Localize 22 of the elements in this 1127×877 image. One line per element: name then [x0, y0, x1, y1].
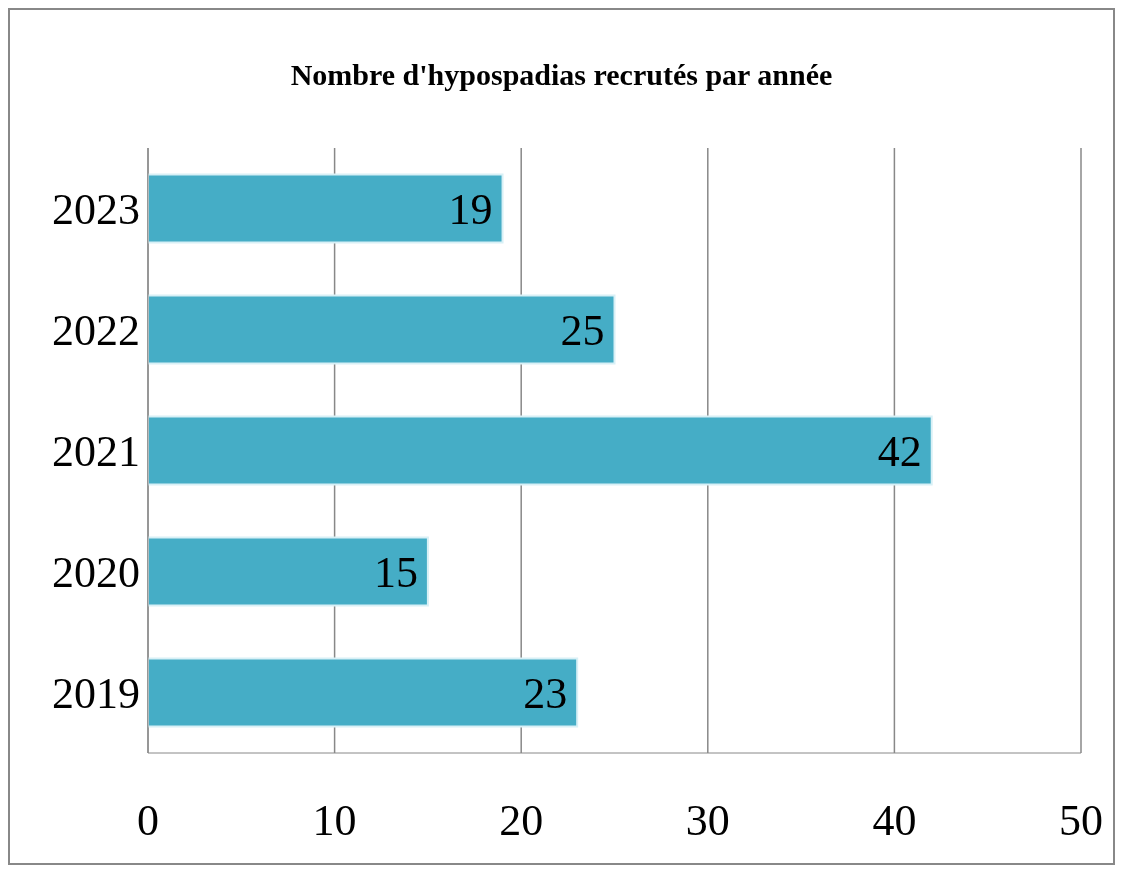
y-tick-label: 2021: [52, 427, 140, 477]
bar: [148, 173, 504, 244]
data-label: 25: [560, 306, 605, 356]
y-tick-label: 2023: [52, 185, 140, 235]
x-tick-label: 40: [872, 796, 917, 846]
bar: [148, 294, 616, 365]
x-tick-label: 20: [499, 796, 544, 846]
data-label: 15: [373, 548, 418, 598]
y-tick-label: 2019: [52, 669, 140, 719]
y-tick-label: 2020: [52, 548, 140, 598]
x-tick-label: 30: [685, 796, 730, 846]
bar: [148, 536, 429, 607]
x-tick-label: 50: [1059, 796, 1103, 846]
y-tick-label: 2022: [52, 306, 140, 356]
data-label: 42: [877, 427, 922, 477]
bar: [148, 415, 933, 486]
x-tick-label: 10: [312, 796, 357, 846]
data-label: 23: [523, 669, 568, 719]
chart-title: Nombre d'hypospadias recrutés par année: [289, 58, 834, 93]
data-label: 19: [448, 185, 493, 235]
bar: [148, 657, 579, 728]
x-tick-label: 0: [137, 796, 159, 846]
